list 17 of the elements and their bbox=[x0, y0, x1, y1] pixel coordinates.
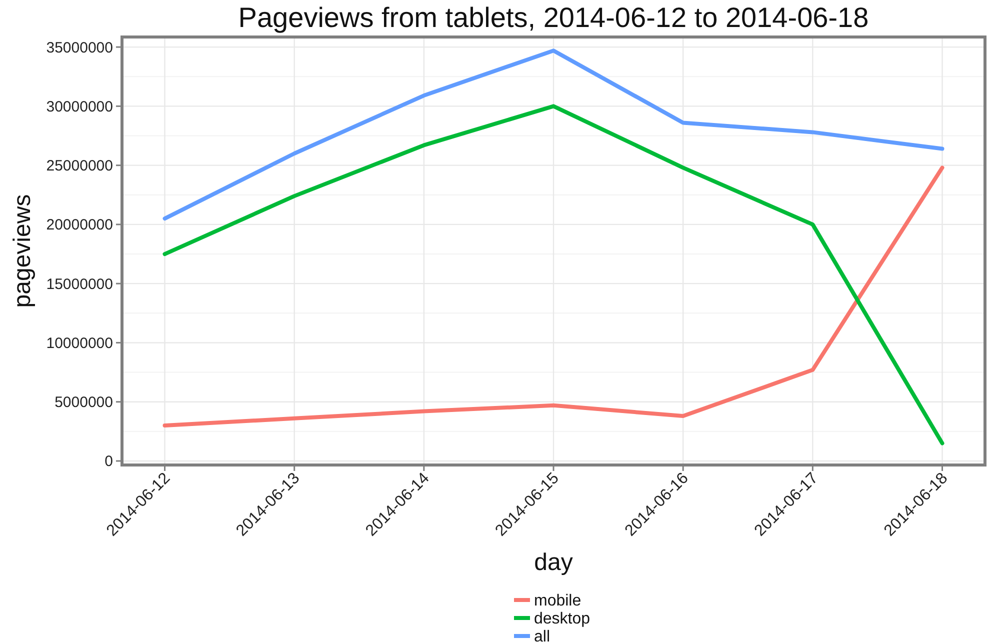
y-tick-label: 35000000 bbox=[46, 39, 113, 56]
legend-label: all bbox=[534, 628, 550, 643]
y-tick-label: 15000000 bbox=[46, 276, 113, 293]
line-series bbox=[162, 104, 944, 446]
y-axis-title: pageviews bbox=[9, 194, 36, 308]
y-tick-label: 25000000 bbox=[46, 158, 113, 175]
legend-label: desktop bbox=[534, 610, 590, 628]
y-tick-label: 30000000 bbox=[46, 98, 113, 116]
y-tick-label: 5000000 bbox=[54, 394, 113, 412]
y-tick-label: 20000000 bbox=[46, 216, 113, 234]
y-tick-label: 10000000 bbox=[46, 334, 113, 352]
line-series bbox=[162, 166, 944, 428]
y-tick-label: 0 bbox=[104, 453, 113, 470]
chart-title: Pageviews from tablets, 2014-06-12 to 2014-06-18 bbox=[238, 2, 869, 33]
x-axis-title: day bbox=[534, 549, 573, 576]
legend-label: mobile bbox=[534, 592, 582, 610]
line-series bbox=[162, 48, 944, 221]
